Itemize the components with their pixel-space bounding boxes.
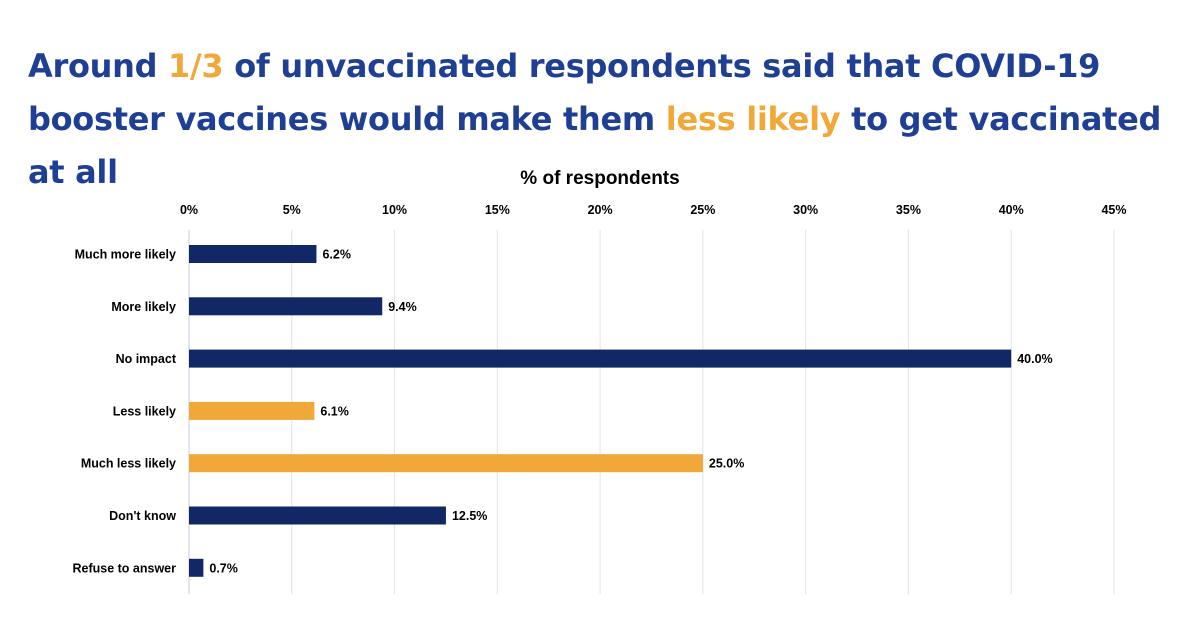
x-tick-label: 10% [382,203,407,217]
bar [189,349,1012,368]
bar [189,558,204,577]
category-label: Don't know [109,509,176,523]
x-tick-label: 15% [485,203,510,217]
category-label: Much less likely [81,457,176,471]
category-label: No impact [116,352,177,366]
x-tick-label: 0% [180,203,198,217]
data-label: 6.1% [320,404,349,418]
x-tick-label: 35% [896,203,921,217]
bar [189,454,703,473]
bar [189,245,317,263]
bar [189,297,383,316]
x-axis-title: % of respondents [520,168,679,189]
x-tick-label: 30% [793,203,818,217]
bar [189,401,315,420]
category-label: Refuse to answer [72,561,176,575]
data-labels: 6.2% 9.4% 40.0% 6.1% 25.0% 12.5% 0.7% [209,248,1052,576]
headline-text-1: Around [28,47,169,85]
x-tick-label: 45% [1101,203,1126,217]
headline-text-3: to get vaccinated at all [28,100,1162,191]
x-tick-label: 40% [999,203,1024,217]
x-tick-label: 5% [283,203,301,217]
x-tick-label: 25% [690,203,715,217]
data-label: 6.2% [322,248,351,262]
chart-headline: Around 1/3 of unvaccinated respondents s… [28,40,1188,199]
category-label: Less likely [113,404,176,418]
data-label: 0.7% [209,561,238,575]
data-label: 9.4% [388,300,417,314]
category-label: Much more likely [75,248,176,262]
x-tick-labels: 0% 5% 10% 15% 20% 25% 30% 35% 40% 45% [180,203,1127,217]
headline-highlight-fraction: 1/3 [168,47,224,85]
headline-text-2: of unvaccinated respondents said that CO… [28,47,1101,138]
headline-highlight-less-likely: less likely [665,100,841,138]
data-label: 40.0% [1017,352,1052,366]
x-tick-label: 20% [588,203,613,217]
category-label: More likely [111,300,176,314]
bars [189,245,1012,577]
data-label: 12.5% [452,509,487,523]
bar [189,506,446,525]
category-labels: Much more likely More likely No impact Less… [72,248,176,576]
data-label: 25.0% [709,457,744,471]
